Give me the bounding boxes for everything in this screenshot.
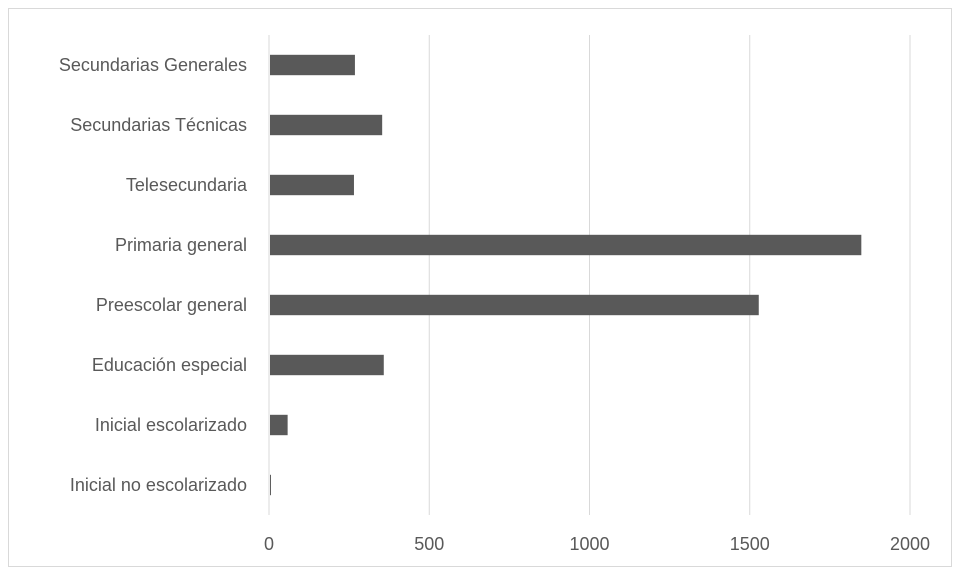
x-tick-label: 500 (414, 534, 444, 554)
category-label: Preescolar general (96, 295, 247, 315)
x-tick-label: 0 (264, 534, 274, 554)
category-label: Secundarias Técnicas (70, 115, 247, 135)
bar (270, 174, 354, 196)
category-labels: Inicial no escolarizado Inicial escolariz… (59, 55, 248, 495)
bars (270, 54, 862, 496)
bar (270, 414, 288, 436)
bar (270, 294, 759, 316)
category-label: Primaria general (115, 235, 247, 255)
x-tick-label: 2000 (890, 534, 930, 554)
bar (270, 54, 355, 76)
category-label: Inicial escolarizado (95, 415, 247, 435)
bar (270, 114, 383, 136)
bar (270, 474, 271, 496)
x-tick-label: 1500 (730, 534, 770, 554)
x-tick-labels: 0 500 1000 1500 2000 (264, 534, 930, 554)
category-label: Secundarias Generales (59, 55, 247, 75)
bar (270, 234, 862, 256)
chart-frame (8, 8, 952, 567)
bar (270, 354, 384, 376)
x-tick-label: 1000 (569, 534, 609, 554)
category-label: Telesecundaria (126, 175, 248, 195)
gridlines (268, 35, 911, 515)
category-label: Inicial no escolarizado (70, 475, 247, 495)
category-label: Educación especial (92, 355, 247, 375)
